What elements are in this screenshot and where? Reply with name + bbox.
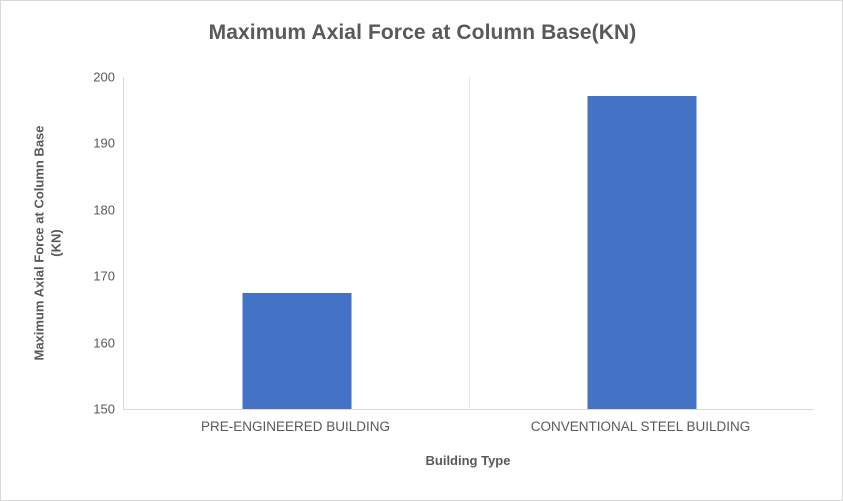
plot-area xyxy=(123,77,814,410)
chart-title: Maximum Axial Force at Column Base(KN) xyxy=(208,21,637,44)
x-axis-title: Building Type xyxy=(425,453,511,468)
bar-slot xyxy=(469,77,814,409)
category-divider-line xyxy=(469,77,470,409)
y-axis-title-line-2: (KN) xyxy=(49,229,64,257)
y-tick-label: 160 xyxy=(93,335,115,351)
bar-pre-engineered-building[interactable] xyxy=(242,293,351,409)
y-axis-title: Maximum Axial Force at Column Base (KN) xyxy=(23,77,73,409)
y-axis-tick-labels: 200 190 180 170 160 150 xyxy=(67,70,115,417)
y-tick-label: 150 xyxy=(93,401,115,417)
bar-series xyxy=(124,77,814,409)
y-tick-label: 170 xyxy=(93,268,115,284)
y-axis-title-line-1: Maximum Axial Force at Column Base xyxy=(32,125,47,361)
x-tick-label: PRE-ENGINEERED BUILDING xyxy=(200,419,391,434)
y-tick-label: 180 xyxy=(93,202,115,218)
x-tick-label: CONVENTIONAL STEEL BUILDING xyxy=(530,419,751,434)
x-axis-tick-labels: PRE-ENGINEERED BUILDING CONVENTIONAL STE… xyxy=(123,419,813,434)
y-tick-label: 200 xyxy=(93,69,115,85)
bar-conventional-steel-building[interactable] xyxy=(587,95,696,409)
y-tick-label: 190 xyxy=(93,135,115,151)
bar-slot xyxy=(124,77,469,409)
